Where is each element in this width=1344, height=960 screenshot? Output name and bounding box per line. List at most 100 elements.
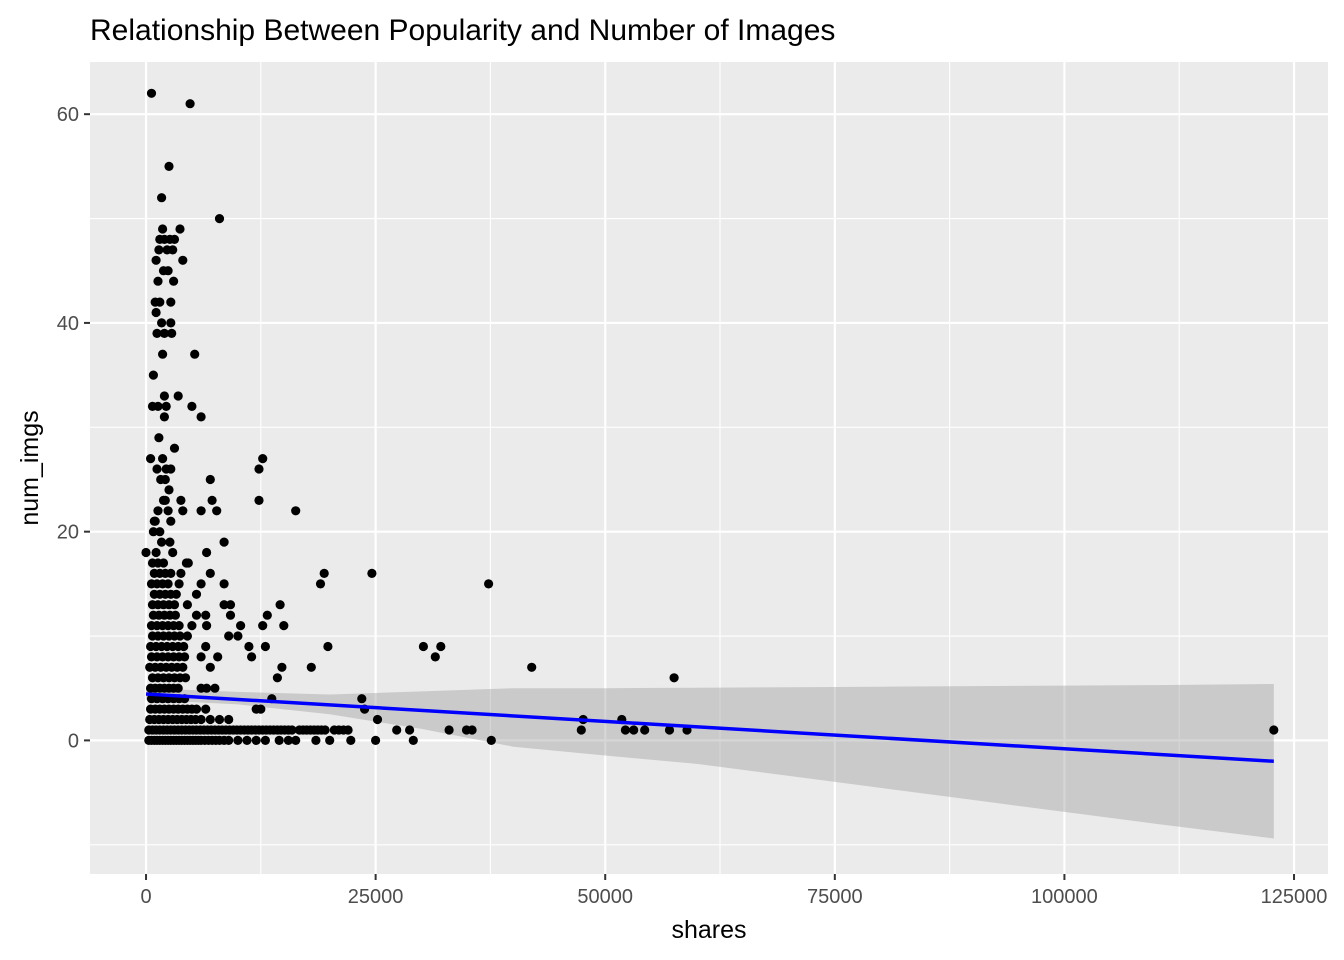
data-point [254,464,264,474]
x-tick-label: 25000 [348,886,404,908]
data-point [260,735,270,746]
data-point [191,610,202,620]
data-point [155,297,165,307]
data-point [323,641,333,652]
data-point [242,735,252,746]
data-point [157,537,167,547]
data-point [196,506,206,516]
data-point [191,704,202,714]
data-point [214,714,225,725]
data-point [219,537,229,547]
data-point [146,88,157,98]
data-point [151,307,161,318]
data-point [372,714,383,725]
data-point [153,276,163,286]
data-point [367,568,377,579]
y-tick-label: 0 [68,730,79,752]
data-point [173,683,183,693]
data-point [343,725,353,735]
data-point [165,537,175,547]
data-point [153,506,163,516]
data-point [287,725,297,735]
data-point [392,725,402,735]
data-point [279,621,289,631]
data-point [175,631,185,641]
data-point [418,641,428,652]
data-point [201,610,211,620]
data-point [408,735,418,746]
data-point [212,506,222,516]
data-point [233,631,243,641]
data-point [151,547,161,558]
x-tick-label: 50000 [577,886,633,908]
data-point [187,401,197,411]
data-point [176,568,186,579]
y-tick-label: 20 [57,522,79,544]
data-point [158,454,168,464]
data-point [148,370,158,380]
data-point [148,527,158,537]
data-point [371,735,381,746]
data-point [272,673,282,683]
data-point [160,495,170,505]
minor-gridlines [90,62,1328,874]
data-point [467,725,477,735]
data-point [436,641,446,652]
data-point [159,391,169,401]
data-point [346,735,356,746]
data-point [405,725,415,735]
data-point [201,641,211,652]
x-tick-label: 125000 [1261,886,1328,908]
data-point [207,495,217,505]
data-point [247,652,257,662]
data-point [166,516,176,526]
chart-title: Relationship Between Popularity and Numb… [90,14,835,47]
data-point [254,495,264,505]
data-point [202,547,212,558]
data-point [213,652,223,662]
data-point [153,401,163,411]
data-point [669,673,679,683]
data-point [161,464,171,474]
regression-line [145,692,1274,764]
data-point [156,474,166,485]
data-point [169,276,179,286]
data-point [182,631,192,641]
data-point [224,631,234,641]
data-point [205,568,215,579]
data-point [166,318,176,328]
data-point [168,547,178,558]
data-point [152,464,162,474]
data-point [219,579,229,589]
data-point [484,579,494,589]
data-point [576,725,586,735]
data-point [180,652,190,662]
data-point [620,725,631,735]
data-point [291,506,301,516]
confidence-band [146,684,1274,839]
data-point [224,735,234,746]
data-point [256,704,266,714]
data-point [191,589,202,599]
data-point [262,610,272,620]
data-point [527,662,537,672]
data-point [251,735,261,746]
data-point [196,714,206,725]
data-point [629,725,639,735]
data-point [164,485,174,495]
data-point [174,621,184,631]
data-point [283,735,293,746]
data-point [258,621,268,631]
data-point [152,328,162,338]
data-point [171,589,181,599]
data-point [205,474,215,485]
axis-ticks [84,113,1296,880]
data-point [179,641,189,652]
data-point [664,725,675,735]
y-tick-label: 60 [57,104,79,126]
data-point [320,725,330,735]
data-point [141,547,151,558]
data-point [163,579,173,589]
x-axis-title: shares [671,916,746,944]
